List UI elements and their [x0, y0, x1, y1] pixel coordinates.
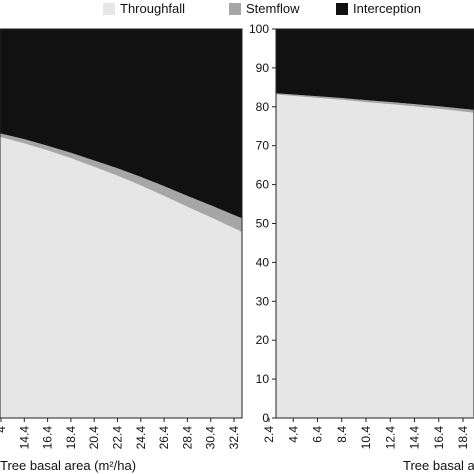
y-tick-label-1-5: 50: [256, 217, 270, 231]
x-tick-label-0-8: 28.4: [180, 426, 194, 450]
x-tick-label-0-5: 22.4: [111, 426, 125, 450]
legend-label-throughfall: Throughfall: [120, 1, 186, 16]
y-tick-label-1-6: 60: [256, 178, 270, 192]
x-tick-label-0-4: 20.4: [87, 426, 101, 450]
x-tick-label-0-0: 4: [0, 426, 8, 433]
x-tick-label-0-6: 24.4: [134, 426, 148, 450]
legend-swatch-interception: [336, 2, 348, 15]
x-tick-label-1-4: 10.4: [359, 426, 373, 450]
area-throughfall-1: [276, 94, 474, 418]
legend-swatch-throughfall: [103, 2, 115, 15]
area-stemflow-0: [0, 133, 242, 232]
y-tick-label-1-7: 70: [256, 139, 270, 153]
y-tick-label-1-2: 20: [256, 333, 270, 347]
y-tick-label-1-0: 0: [262, 411, 269, 425]
area-stemflow-1: [276, 93, 474, 113]
x-tick-label-1-2: 6.4: [311, 426, 325, 443]
legend-swatch-stemflow: [229, 2, 241, 15]
x-tick-label-0-3: 18.4: [64, 426, 78, 450]
legend-item-throughfall: Throughfall: [103, 1, 185, 16]
x-tick-label-0-10: 32.4: [227, 426, 241, 450]
plot-frame-0: [0, 28, 243, 419]
legend-label-stemflow: Stemflow: [246, 1, 300, 16]
y-tick-label-1-10: 100: [249, 22, 269, 36]
x-axis-label-0: Tree basal area (m²/ha): [0, 458, 136, 473]
plot-areas: [276, 29, 474, 418]
x-tick-label-0-1: 14.4: [17, 426, 31, 450]
legend-label-interception: Interception: [353, 1, 421, 16]
x-tick-label-1-3: 8.4: [335, 426, 349, 443]
area-interception-1: [276, 29, 474, 110]
y-tick-label-1-4: 40: [256, 255, 270, 269]
plot-areas: [0, 29, 242, 418]
x-tick-label-1-7: 16.4: [432, 426, 446, 450]
area-throughfall-0: [0, 136, 242, 418]
x-tick-label-1-0: 2.4: [262, 426, 276, 443]
x-tick-label-1-5: 12.4: [383, 426, 397, 450]
x-tick-label-0-7: 26.4: [157, 426, 171, 450]
y-tick-label-1-8: 80: [256, 100, 270, 114]
area-interception-0: [0, 29, 242, 219]
right-chart: 2.4 4.4 6.4 8.4 10.4 12.4 14.4 16.4 18.4 0 10 20 30 4…: [249, 22, 474, 473]
legend: Throughfall Stemflow Interception: [0, 0, 474, 22]
legend-item-stemflow: Stemflow: [229, 1, 299, 16]
x-tick-label-0-9: 30.4: [204, 426, 218, 450]
x-axis-label-1: Tree basal a: [403, 458, 474, 473]
y-tick-label-1-1: 10: [256, 372, 270, 386]
y-tick-label-1-3: 30: [256, 294, 270, 308]
x-tick-label-0-2: 16.4: [41, 426, 55, 450]
y-tick-label-1-9: 90: [256, 61, 270, 75]
legend-item-interception: Interception: [336, 1, 421, 16]
x-tick-label-1-6: 14.4: [408, 426, 422, 450]
left-chart: 4 14.4 16.4 18.4 20.4 22.4 24.4 26.4 28.4 30.4 32.…: [0, 28, 243, 473]
x-tick-label-1-1: 4.4: [286, 426, 300, 443]
x-tick-label-1-8: 18.4: [456, 426, 470, 450]
